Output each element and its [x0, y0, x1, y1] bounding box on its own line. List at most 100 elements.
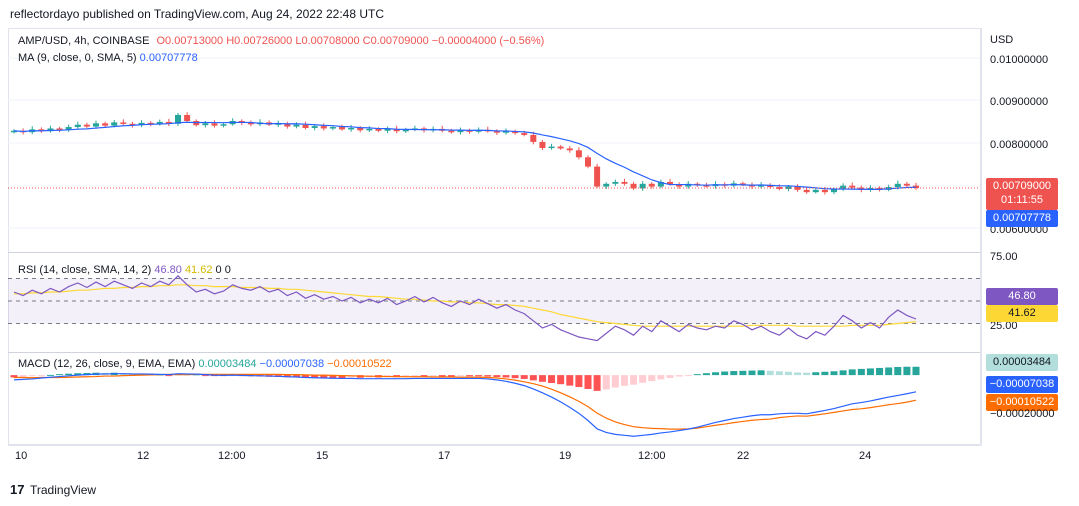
candle-body — [120, 122, 127, 124]
pane-separator[interactable] — [8, 252, 980, 253]
macd-histogram-bar — [19, 375, 27, 378]
time-axis-border — [8, 444, 980, 445]
candle-body — [821, 189, 828, 193]
tv-logo-icon: 17 — [10, 482, 25, 497]
macd-histogram-bar — [156, 374, 164, 376]
macd-histogram-bar — [493, 375, 501, 378]
candle-body — [329, 127, 336, 129]
candle-body — [703, 185, 710, 187]
time-tick: 15 — [316, 450, 329, 462]
rsi-line — [13, 274, 917, 342]
candle-body — [503, 131, 509, 133]
candle-body — [557, 146, 564, 149]
candle-body — [129, 123, 136, 126]
macd-histogram-bar — [730, 371, 738, 376]
candle-body — [530, 134, 537, 142]
macd-histogram-bar — [37, 375, 45, 377]
macd-histogram-bar — [748, 370, 756, 376]
macd-line — [13, 373, 917, 437]
candle-body — [375, 128, 382, 131]
macd-histogram-bar — [812, 372, 820, 376]
macd-histogram-bar — [721, 371, 729, 376]
candle-body — [575, 150, 582, 158]
time-tick: 22 — [737, 450, 750, 462]
macd-histogram-bar — [502, 375, 510, 378]
macd-histogram-bar — [575, 375, 583, 388]
macd-histogram-bar — [538, 375, 546, 382]
macd-histogram-bar — [584, 375, 592, 389]
macd-line-value: −0.00007038 — [259, 358, 325, 370]
macd-histogram-bar — [28, 375, 36, 377]
currency-label[interactable]: USD — [990, 34, 1014, 46]
macd-histogram-bar — [329, 375, 337, 378]
macd-hist-value: 0.00003484 — [198, 358, 257, 370]
macd-histogram-bar — [420, 375, 428, 377]
macd-histogram-bar — [775, 371, 783, 376]
rsi-tick: 25.00 — [990, 320, 1018, 332]
macd-tick: −0.00020000 — [990, 408, 1055, 420]
tradingview-logo[interactable]: 17 TradingView — [10, 482, 96, 497]
rsi-zero-1: 0 — [215, 264, 222, 276]
macd-histogram-bar — [46, 374, 54, 376]
macd-histogram-bar — [885, 367, 893, 376]
macd-histogram-bar — [830, 371, 838, 376]
time-tick: 12:00 — [638, 450, 666, 462]
ohlc-close: C0.00709000 — [362, 35, 429, 47]
candle-body — [366, 128, 373, 131]
macd-histogram-bar — [456, 375, 464, 377]
pane-separator[interactable] — [8, 352, 980, 353]
candle-body — [685, 183, 692, 187]
macd-histogram-bar — [666, 375, 674, 378]
candle-body — [758, 185, 765, 187]
candle-body — [767, 185, 774, 188]
candle-body — [548, 146, 555, 149]
candle-body — [639, 183, 646, 189]
candle-body — [102, 123, 109, 126]
ohlc-open: O0.00713000 — [156, 35, 224, 47]
macd-histogram-bar — [311, 375, 319, 378]
macd-histogram-bar — [302, 375, 310, 378]
macd-legend[interactable]: MACD (12, 26, close, 9, EMA, EMA) 0.0000… — [18, 358, 392, 370]
candle-body — [247, 122, 254, 125]
price-tick: 0.00900000 — [990, 96, 1049, 108]
candle-body — [812, 189, 819, 193]
rsi-sma-value: 41.62 — [184, 264, 213, 276]
macd-signal-tag: −0.00010522 — [986, 394, 1058, 411]
symbol-name[interactable]: AMP/USD, 4h, COINBASE — [18, 35, 150, 47]
candle-body — [147, 122, 154, 125]
candle-body — [74, 124, 81, 128]
ma-legend[interactable]: MA (9, close, 0, SMA, 5) 0.00707778 — [18, 52, 198, 64]
price-tick: 0.00800000 — [990, 139, 1049, 151]
candle-body — [648, 183, 655, 187]
symbol-legend[interactable]: AMP/USD, 4h, COINBASE O0.00713000 H0.007… — [18, 35, 544, 47]
candle-body — [384, 128, 391, 131]
brand-name: TradingView — [30, 483, 97, 497]
macd-histogram-bar — [648, 375, 656, 382]
candle-body — [840, 185, 847, 190]
ohlc-high: H0.00726000 — [226, 35, 293, 47]
macd-histogram-bar — [74, 373, 82, 376]
macd-histogram-bar — [784, 371, 792, 376]
price-tick: 0.01000000 — [990, 54, 1049, 66]
ma-price-tag: 0.00707778 — [986, 210, 1058, 227]
rsi-legend[interactable]: RSI (14, close, SMA, 14, 2) 46.80 41.62 … — [18, 264, 231, 276]
candle-body — [603, 183, 610, 187]
candle-body — [903, 183, 910, 186]
candle-body — [65, 127, 72, 130]
candle-body — [594, 166, 601, 187]
candle-body — [184, 114, 191, 121]
macd-signal-value: −0.00010522 — [327, 358, 392, 370]
candle-body — [339, 127, 345, 130]
macd-line-tag: −0.00007038 — [986, 376, 1058, 393]
macd-histogram-bar — [675, 375, 683, 377]
macd-histogram-bar — [402, 375, 410, 378]
candle-body — [111, 122, 118, 126]
ma-value: 0.00707778 — [139, 52, 198, 64]
candle-body — [302, 124, 309, 128]
macd-histogram-bar — [447, 375, 455, 377]
macd-histogram-bar — [739, 370, 747, 376]
candle-body — [175, 114, 181, 124]
macd-histogram-bar — [866, 368, 874, 376]
candle-body — [402, 129, 409, 132]
